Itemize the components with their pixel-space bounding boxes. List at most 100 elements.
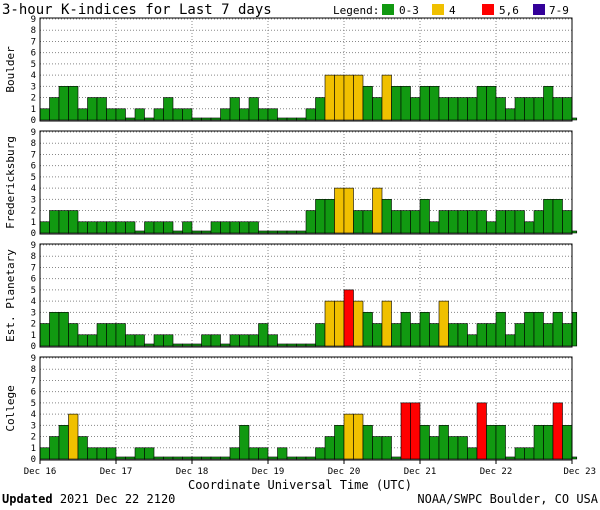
bar: [182, 343, 193, 347]
bar: [315, 323, 326, 347]
bar: [134, 108, 145, 121]
y-tick-label: 1: [31, 444, 36, 454]
x-tick-label: Dec 22: [480, 467, 513, 477]
y-tick-label: 6: [31, 49, 36, 59]
bar: [68, 86, 79, 121]
bar: [248, 97, 259, 121]
legend-swatch-1: [382, 4, 394, 15]
y-tick-label: 7: [31, 150, 36, 160]
y-tick-label: 9: [31, 241, 36, 251]
chart-title: 3-hour K-indices for Last 7 days: [2, 2, 272, 18]
x-tick-label: Dec 19: [252, 467, 285, 477]
bar: [400, 402, 411, 460]
bar: [296, 343, 307, 347]
footer-updated-label: Updated: [2, 492, 53, 506]
bar: [267, 456, 278, 460]
bar: [562, 97, 573, 121]
x-tick-label: Dec 23: [563, 467, 596, 477]
bar: [410, 402, 421, 460]
y-tick-label: 9: [31, 354, 36, 364]
bar: [96, 323, 107, 347]
legend-swatch-3: [482, 4, 494, 15]
footer-source: NOAA/SWPC Boulder, CO USA: [417, 492, 598, 506]
bar: [467, 97, 478, 121]
bar: [163, 334, 174, 347]
bar: [58, 86, 69, 121]
bar: [144, 221, 155, 234]
bar: [334, 74, 345, 121]
bar: [182, 108, 193, 121]
bar: [68, 210, 79, 234]
bar: [115, 221, 126, 234]
bar: [543, 323, 554, 347]
bar: [49, 436, 60, 460]
x-tick-label: Dec 17: [100, 467, 133, 477]
bar: [362, 210, 373, 234]
bar: [286, 117, 297, 121]
bar: [324, 436, 335, 460]
bar: [562, 210, 573, 234]
bar: [163, 97, 174, 121]
station-label: Boulder: [4, 46, 17, 93]
bar: [571, 230, 578, 234]
bar: [524, 97, 535, 121]
bar: [239, 108, 250, 121]
y-tick-label: 2: [31, 94, 36, 104]
bar: [448, 323, 459, 347]
bar: [381, 436, 392, 460]
bar: [552, 199, 563, 234]
bar: [239, 425, 250, 460]
y-tick-label: 7: [31, 37, 36, 47]
bar: [476, 402, 487, 460]
bar: [533, 312, 544, 347]
bar: [391, 86, 402, 121]
bar: [552, 402, 563, 460]
bar: [486, 86, 497, 121]
bar: [134, 447, 145, 460]
bar: [353, 413, 364, 460]
bar: [87, 447, 98, 460]
bar: [391, 456, 402, 460]
bar: [125, 117, 136, 121]
bar: [134, 230, 145, 234]
bar: [467, 334, 478, 347]
bar: [495, 312, 506, 347]
panel-frame: [39, 243, 573, 348]
bar: [49, 97, 60, 121]
bar: [448, 436, 459, 460]
bar: [58, 312, 69, 347]
bar: [96, 447, 107, 460]
bar: [457, 97, 468, 121]
bar: [324, 300, 335, 347]
bar: [552, 97, 563, 121]
bar: [305, 456, 316, 460]
bar: [277, 447, 288, 460]
bar: [39, 221, 50, 234]
bar: [106, 221, 117, 234]
bar: [476, 86, 487, 121]
bar: [39, 323, 50, 347]
bar: [286, 343, 297, 347]
bar: [229, 447, 240, 460]
footer-updated-value: 2021 Dec 22 2120: [60, 492, 176, 506]
bar: [362, 312, 373, 347]
bar: [476, 210, 487, 234]
bar: [552, 312, 563, 347]
y-tick-label: 8: [31, 365, 36, 375]
bar: [343, 187, 354, 234]
bar: [514, 447, 525, 460]
bar: [505, 108, 516, 121]
bar: [372, 187, 383, 234]
y-tick-label: 6: [31, 275, 36, 285]
bar: [125, 456, 136, 460]
y-tick-label: 3: [31, 308, 36, 318]
bar: [438, 97, 449, 121]
y-tick-label: 8: [31, 26, 36, 36]
bar: [533, 425, 544, 460]
legend-swatch-2: [432, 4, 444, 15]
bar: [201, 117, 212, 121]
bar: [486, 221, 497, 234]
bar: [163, 221, 174, 234]
